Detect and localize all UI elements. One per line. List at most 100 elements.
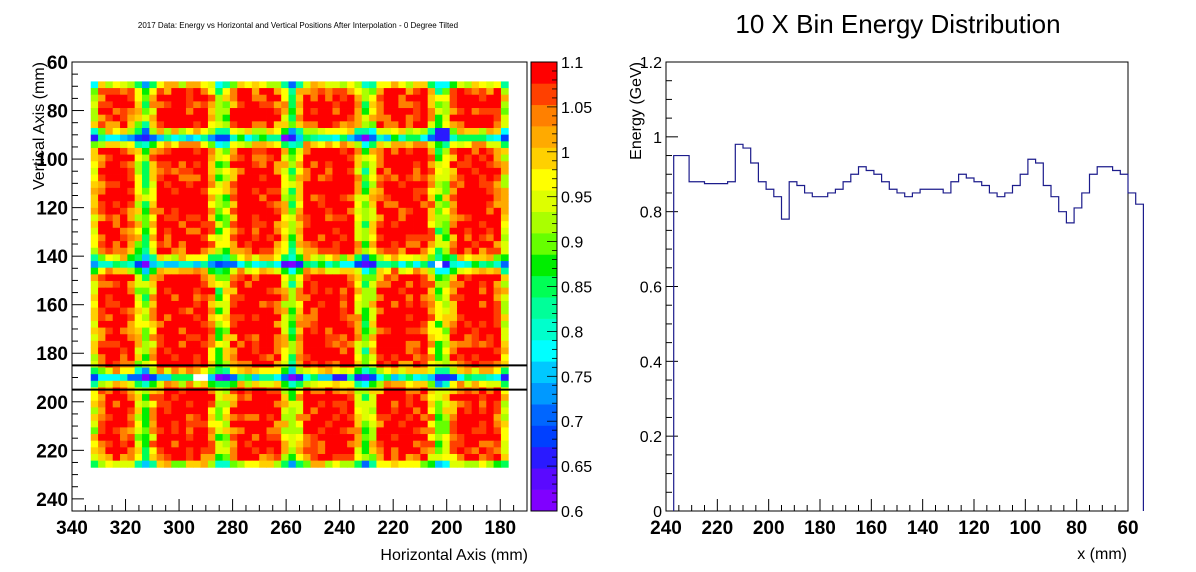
heatmap-cell (449, 460, 458, 468)
heatmap-cell (237, 274, 245, 282)
heatmap-cell (98, 434, 106, 442)
heatmap-cell (442, 234, 451, 242)
heatmap-cell (171, 161, 180, 169)
heatmap-cell (325, 454, 333, 462)
heatmap-cell (207, 307, 216, 315)
heatmap-cell (391, 380, 399, 388)
heatmap-cell (178, 454, 187, 462)
heatmap-cell (105, 454, 114, 462)
heatmap-cell (163, 254, 172, 262)
heatmap-cell (185, 267, 194, 275)
heatmap-cell (376, 221, 385, 229)
heatmap-cell (383, 340, 392, 348)
heatmap-cell (200, 334, 209, 342)
heatmap-cell (105, 407, 114, 415)
heatmap-cell (259, 194, 267, 202)
heatmap-cell (361, 154, 370, 162)
heatmap-cell (90, 407, 99, 415)
heatmap-cell (200, 267, 209, 275)
heatmap-cell (339, 214, 348, 222)
heatmap-cell (90, 181, 99, 189)
heatmap-cell (486, 221, 495, 229)
heatmap-cell (405, 420, 414, 428)
heatmap-cell (163, 447, 172, 455)
heatmap-cell (449, 254, 458, 262)
heatmap-cell (134, 347, 143, 355)
heatmap-cell (98, 108, 106, 116)
heatmap-cell (222, 161, 231, 169)
heatmap-cell (281, 141, 289, 149)
heatmap-cell (266, 108, 275, 116)
heatmap-cell (142, 334, 150, 342)
heatmap-cell (486, 147, 495, 155)
heatmap-cell (464, 261, 473, 269)
heatmap-cell (486, 121, 495, 129)
heatmap-cell (273, 134, 282, 142)
heatmap-cell (464, 254, 473, 262)
heatmap-cell (310, 254, 319, 262)
heatmap-cell (134, 447, 143, 455)
heatmap-cell (215, 254, 223, 262)
heatmap-cell (127, 460, 136, 468)
heatmap-cell (500, 267, 509, 275)
heatmap-cell (471, 227, 480, 235)
heatmap-cell (120, 420, 128, 428)
heatmap-cell (478, 247, 487, 255)
heatmap-cell (361, 320, 370, 328)
heatmap-cell (178, 141, 187, 149)
heatmap-cell (339, 167, 348, 175)
heatmap-cell (288, 108, 297, 116)
heatmap-cell (244, 367, 253, 375)
heatmap-cell (281, 454, 289, 462)
heatmap-cell (456, 88, 465, 96)
heatmap-cell (171, 400, 180, 408)
heatmap-cell (310, 261, 319, 269)
heatmap-cell (134, 427, 143, 435)
heatmap-cell (427, 414, 436, 422)
heatmap-cell (398, 394, 407, 402)
heatmap-cell (207, 227, 216, 235)
heatmap-cell (339, 354, 348, 362)
heatmap-cell (185, 394, 194, 402)
heatmap-cell (449, 134, 458, 142)
heatmap-cell (98, 267, 106, 275)
heatmap-cell (325, 347, 333, 355)
heatmap-cell (442, 207, 451, 215)
heatmap-cell (369, 194, 377, 202)
heatmap-cell (398, 88, 407, 96)
heatmap-cell (435, 101, 443, 109)
heatmap-cell (185, 88, 194, 96)
heatmap-cell (90, 147, 99, 155)
heatmap-cell (332, 174, 341, 182)
heatmap-cell (222, 141, 231, 149)
heatmap-cell (193, 214, 202, 222)
heatmap-cell (471, 334, 480, 342)
heatmap-cell (383, 101, 392, 109)
heatmap-cell (500, 194, 509, 202)
heatmap-cell (339, 334, 348, 342)
heatmap-cell (405, 207, 414, 215)
heatmap-cell (303, 354, 311, 362)
heatmap-cell (332, 354, 341, 362)
heatmap-cell (127, 214, 136, 222)
heatmap-cell (105, 434, 114, 442)
heatmap-cell (156, 274, 165, 282)
heatmap-cell (127, 167, 136, 175)
heatmap-cell (142, 241, 150, 249)
heatmap-cell (376, 347, 385, 355)
heatmap-cell (273, 327, 282, 335)
heatmap-cell (332, 340, 341, 348)
heatmap-cell (229, 161, 238, 169)
heatmap-cell (369, 254, 377, 262)
heatmap-cell (266, 394, 275, 402)
heatmap-cell (149, 274, 158, 282)
heatmap-cell (310, 347, 319, 355)
heatmap-cell (325, 387, 333, 395)
heatmap-cell (398, 287, 407, 295)
heatmap-cell (347, 101, 355, 109)
heatmap-cell (493, 174, 502, 182)
heatmap-cell (456, 221, 465, 229)
heatmap-cell (163, 134, 172, 142)
heatmap-cell (456, 281, 465, 289)
heatmap-cell (90, 187, 99, 195)
